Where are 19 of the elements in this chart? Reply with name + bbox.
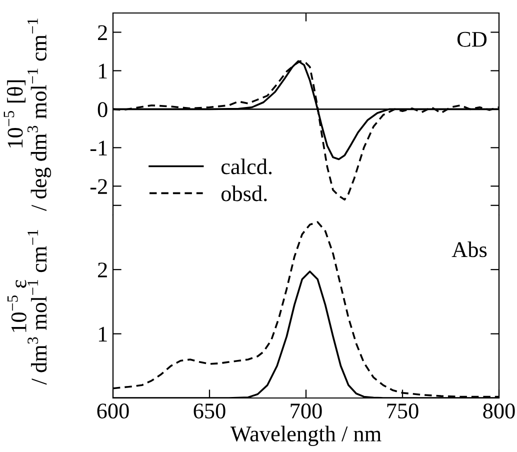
legend-label: calcd.	[221, 158, 272, 174]
x-tick-label: 700	[290, 404, 322, 418]
legend-label: obsd.	[221, 186, 267, 202]
y-tick-label: 1	[98, 64, 107, 78]
y-tick-label: -1	[90, 140, 107, 156]
y-tick-label: 0	[98, 102, 108, 118]
text: 10$^{−5}$ ε / dm$^{3}$ mol$^{−1}$ cm$^{−1}$	[7, 230, 47, 385]
x-tick-label: 600	[97, 404, 129, 418]
text: 10$^{−5}$ [θ] / deg dm$^{3}$ mol$^{−1}$ cm$^{−1}$	[4, 18, 52, 211]
annotation: Abs	[452, 242, 487, 258]
y-tick-label: 2	[98, 262, 107, 278]
y-tick-label: 2	[98, 25, 107, 40]
y-tick-label: -2	[90, 179, 107, 194]
x-axis-title: Wavelength / nm	[230, 426, 382, 446]
x-tick-label: 800	[483, 404, 515, 418]
x-tick-label: 750	[387, 404, 418, 418]
y-tick-label: 1	[98, 326, 107, 342]
x-tick-label: 650	[194, 404, 226, 418]
annotation: CD	[457, 32, 487, 47]
